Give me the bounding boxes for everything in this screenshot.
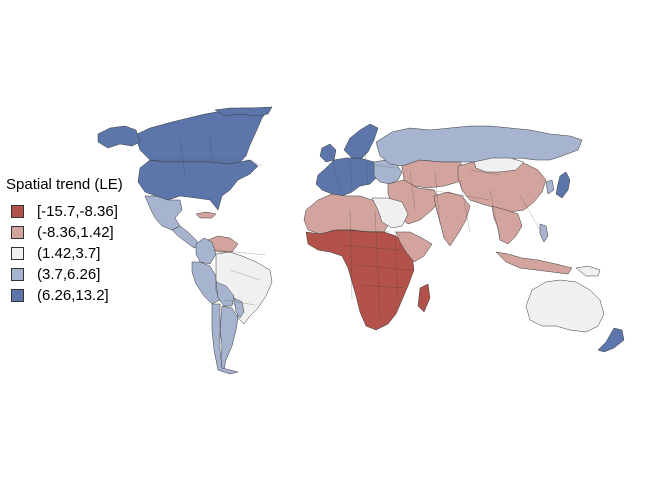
region-indonesia: [495, 251, 573, 275]
legend-item: [-15.7,-8.36]: [11, 201, 123, 222]
region-north-africa-west: [303, 193, 391, 235]
region-philippines: [539, 223, 549, 243]
map-regions: [97, 106, 625, 375]
legend-title: Spatial trend (LE): [6, 176, 123, 193]
region-chile: [211, 303, 239, 375]
legend-swatch: [11, 268, 24, 281]
region-mexico: [144, 195, 183, 231]
region-uk-and-ireland: [319, 143, 337, 163]
region-alaska: [97, 125, 141, 149]
region-madagascar: [417, 283, 431, 313]
region-canada: [134, 107, 271, 165]
legend-label: (-8.36,1.42]: [37, 224, 114, 241]
legend-label: [-15.7,-8.36]: [37, 203, 118, 220]
region-argentina: [219, 305, 239, 371]
region-russia: [375, 125, 583, 167]
region-united-states: [137, 159, 259, 211]
region-horn-of-africa: [395, 231, 433, 263]
country-borders: [150, 137, 541, 321]
legend-label: (3.7,6.26]: [37, 266, 101, 283]
legend-swatch: [11, 226, 24, 239]
region-scandinavia: [343, 123, 379, 159]
legend-item: (6.26,13.2]: [11, 285, 123, 306]
region-western-europe: [315, 157, 383, 197]
region-korea: [545, 179, 555, 195]
region-papua-new-guinea: [575, 265, 601, 277]
region-southeast-asia: [491, 205, 523, 245]
region-greenland: [214, 106, 273, 117]
legend-swatch: [11, 289, 24, 302]
region-bolivia: [215, 281, 235, 307]
region-paraguay-and-uruguay: [233, 297, 245, 319]
region-australia: [525, 279, 605, 333]
region-mongolia: [473, 157, 525, 173]
region-new-zealand: [597, 327, 625, 353]
legend-label: (1.42,3.7]: [37, 245, 101, 262]
legend-label: (6.26,13.2]: [37, 287, 109, 304]
legend-item: (1.42,3.7]: [11, 243, 123, 264]
legend-item: (3.7,6.26]: [11, 264, 123, 285]
region-cuba: [195, 211, 217, 219]
map-legend: Spatial trend (LE) [-15.7,-8.36] (-8.36,…: [6, 176, 123, 306]
region-japan: [555, 171, 571, 199]
legend-item: (-8.36,1.42]: [11, 222, 123, 243]
legend-swatch: [11, 205, 24, 218]
legend-swatch: [11, 247, 24, 260]
region-libya-and-egypt: [371, 197, 409, 229]
region-sub-saharan-africa: [305, 229, 415, 331]
region-colombia: [195, 237, 217, 265]
